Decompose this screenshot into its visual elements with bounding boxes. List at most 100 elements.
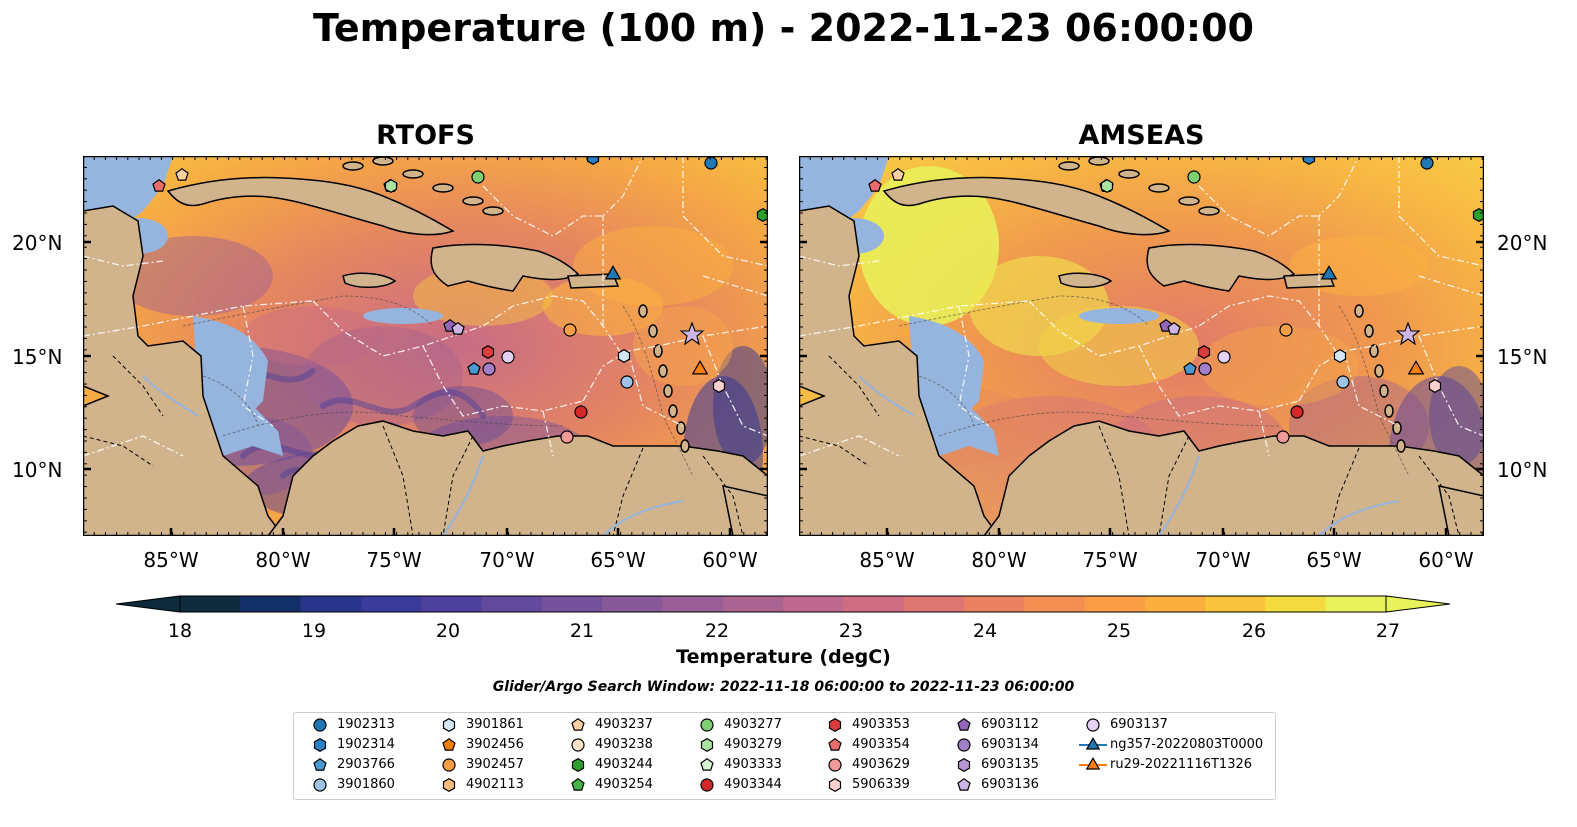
lon-label-80w: 80°W [255, 548, 311, 572]
legend-label: 4903629 [852, 757, 910, 772]
legend-marker-icon [313, 738, 327, 752]
legend-hexagon-icon [313, 738, 327, 752]
float-marker-4903629 [560, 430, 574, 444]
float-marker-2903766 [1183, 361, 1197, 375]
float-marker-3902457 [1279, 323, 1293, 337]
legend-label: 4902113 [466, 777, 524, 792]
legend-hexagon-icon [957, 758, 971, 772]
legend-pentagon-icon [571, 717, 585, 731]
lat-label-20n: 20°N [1497, 231, 1548, 255]
legend-label: 5906339 [852, 777, 910, 792]
colorbar-bin [903, 596, 965, 612]
lat-label-10n: 10°N [1497, 458, 1548, 482]
lon-label-85w: 85°W [859, 548, 915, 572]
legend: 1902313 1902314 2903766 3901860 3901861 39024… [293, 712, 1276, 800]
legend-label: 4903353 [852, 717, 910, 732]
float-marker-2903766 [467, 361, 481, 375]
rivers [142, 375, 684, 536]
float-marker-4903237 [175, 167, 189, 181]
colorbar-bin [1325, 596, 1387, 612]
legend-label: 6903112 [981, 717, 1039, 732]
legend-label: 2903766 [337, 757, 395, 772]
rivers [858, 375, 1400, 536]
lon-label-85w: 85°W [143, 548, 199, 572]
float-marker-1902313 [704, 156, 718, 170]
colorbar-tick: 20 [435, 620, 461, 642]
colorbar-bin [1024, 596, 1086, 612]
legend-label: 4903344 [724, 777, 782, 792]
legend-label: 4903237 [595, 717, 653, 732]
colorbar-tick: 22 [704, 620, 730, 642]
float-marker-4903344 [1290, 405, 1304, 419]
lat-label-15n: 15°N [12, 345, 63, 369]
legend-circle-icon [700, 778, 714, 792]
colorbar-bin [1205, 596, 1266, 612]
search-window-caption: Glider/Argo Search Window: 2022-11-18 06… [492, 679, 1075, 695]
colorbar-tick: 25 [1106, 620, 1132, 642]
legend-marker-icon [957, 738, 971, 752]
land [83, 156, 768, 536]
rtofs-panel-title: RTOFS [376, 120, 475, 151]
float-marker-6903136 [1167, 321, 1181, 335]
legend-marker-icon [571, 717, 585, 731]
legend-label: 6903135 [981, 757, 1039, 772]
lon-label-75w: 75°W [366, 548, 422, 572]
float-marker-4903279 [384, 179, 398, 193]
colorbar-max-extend [1385, 595, 1451, 613]
legend-marker-icon [828, 737, 842, 751]
legend-circle-icon [571, 738, 585, 752]
legend-label: 1902313 [337, 717, 395, 732]
legend-hexagon-icon [571, 758, 585, 772]
float-marker-4903279 [1100, 179, 1114, 193]
colorbar-bin [602, 596, 663, 612]
legend-label: 1902314 [337, 737, 395, 752]
colorbar-label: Temperature (degC) [676, 646, 891, 668]
float-marker-4903244 [756, 208, 768, 222]
legend-label: 6903136 [981, 777, 1039, 792]
legend-marker-icon [313, 718, 327, 732]
colorbar-bin [481, 596, 543, 612]
legend-label: 3902457 [466, 757, 524, 772]
float-marker-5906339 [712, 379, 726, 393]
lon-label-65w: 65°W [1306, 548, 1362, 572]
legend-pentagon-icon [700, 757, 714, 771]
rtofs-map[interactable] [83, 156, 768, 536]
float-marker-1902314 [586, 156, 600, 165]
legend-pentagon-icon [571, 777, 585, 791]
country-borders [83, 355, 744, 536]
legend-pentagon-icon [957, 717, 971, 731]
colorbar [116, 595, 1451, 613]
float-marker-4903277 [471, 170, 485, 184]
colorbar-bin [240, 596, 302, 612]
legend-marker-icon [957, 777, 971, 791]
float-marker-6903136 [451, 321, 465, 335]
float-marker-1902313 [1420, 156, 1434, 170]
legend-marker-icon [700, 778, 714, 792]
legend-circle-icon [313, 778, 327, 792]
float-marker-3901861 [617, 349, 631, 363]
amseas-map[interactable] [799, 156, 1484, 536]
legend-marker-icon [828, 718, 842, 732]
legend-hexagon-icon [442, 718, 456, 732]
colorbar-bin [1084, 596, 1146, 612]
lon-label-60w: 60°W [1418, 548, 1474, 572]
colorbar-bin [180, 596, 241, 612]
float-marker-4903237 [891, 167, 905, 181]
legend-marker-icon [442, 718, 456, 732]
map-frame [799, 156, 1484, 536]
legend-triangle-icon [1085, 737, 1101, 750]
legend-marker-icon [700, 757, 714, 771]
colorbar-bin [662, 596, 724, 612]
glider-marker-ng357-20220803T0000 [604, 265, 622, 280]
lon-label-80w: 80°W [971, 548, 1027, 572]
eez-boundaries [799, 156, 1484, 457]
map-ticks [799, 156, 1484, 536]
legend-label: ru29-20221116T1326 [1110, 757, 1253, 772]
colorbar-bin [963, 596, 1025, 612]
legend-marker-icon [571, 738, 585, 752]
glider-marker-ru29-20221116T1326 [1407, 360, 1425, 375]
lat-label-15n: 15°N [1497, 345, 1548, 369]
legend-label: 4903333 [724, 757, 782, 772]
land [799, 156, 1484, 536]
legend-marker-icon [957, 758, 971, 772]
